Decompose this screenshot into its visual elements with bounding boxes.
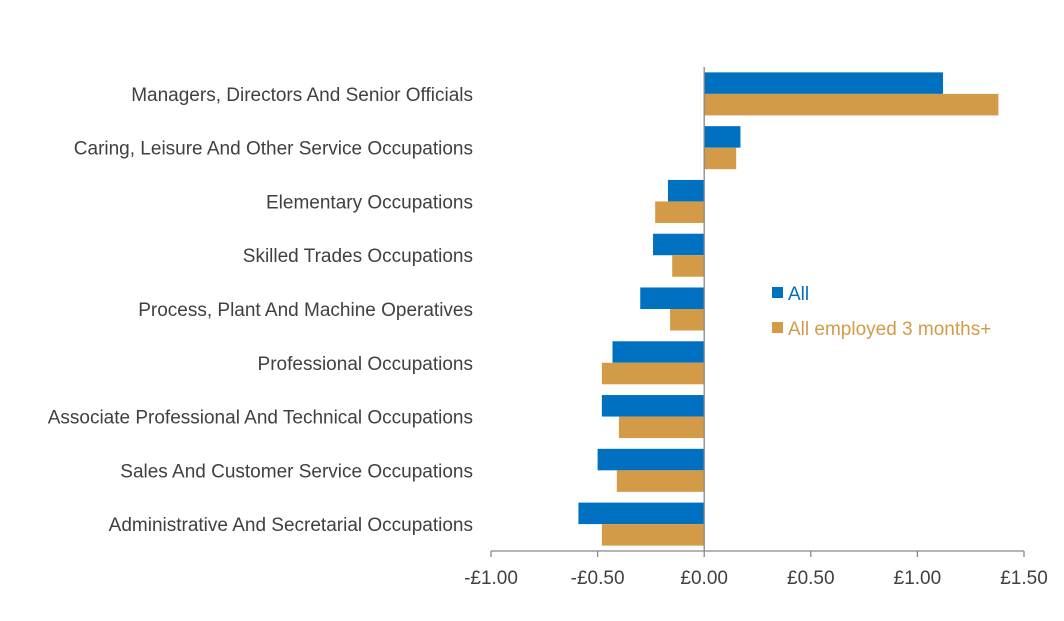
bar-all-8 (578, 502, 705, 525)
category-label: Elementary Occupations (266, 192, 473, 213)
bar-employed-3-months-5 (601, 362, 705, 385)
bar-all-0 (704, 72, 943, 94)
category-label: Associate Professional And Technical Occ… (48, 408, 473, 429)
bar-all-5 (612, 341, 705, 363)
category-label: Sales And Customer Service Occupations (120, 461, 473, 482)
legend-swatch-all (772, 287, 783, 298)
bar-employed-3-months-0 (704, 93, 999, 116)
category-label: Caring, Leisure And Other Service Occupa… (74, 139, 473, 160)
category-label: Process, Plant And Machine Operatives (138, 300, 473, 321)
bar-all-7 (597, 448, 705, 471)
bar-all-2 (667, 179, 705, 202)
bar-employed-3-months-3 (672, 255, 705, 277)
bar-employed-3-months-4 (670, 309, 705, 331)
x-tick-label: £0.50 (787, 568, 835, 589)
bar-employed-3-months-6 (618, 416, 705, 439)
axes-group: -£1.00 -£0.50 £0.00 £0.50 £1.00 £1.50 (464, 67, 1048, 589)
x-tick-label: -£0.50 (571, 568, 625, 589)
bar-employed-3-months-2 (655, 201, 705, 223)
category-label: Managers, Directors And Senior Officials (131, 85, 473, 106)
legend-swatch-employed-3-months (772, 322, 783, 333)
bar-employed-3-months-7 (616, 470, 705, 492)
category-label: Professional Occupations (258, 354, 473, 375)
bar-all-3 (653, 233, 705, 256)
bar-all-1 (704, 126, 741, 148)
bars-group (578, 72, 999, 546)
x-tick-label: -£1.00 (464, 568, 518, 589)
category-labels: Managers, Directors And Senior Officials… (48, 85, 473, 536)
legend: All All employed 3 months+ (772, 284, 991, 340)
x-tick-label: £0.00 (680, 568, 728, 589)
x-tick-label: £1.50 (1000, 568, 1048, 589)
category-label: Skilled Trades Occupations (243, 246, 473, 267)
bar-all-6 (601, 395, 705, 417)
legend-label: All (788, 284, 809, 305)
bar-employed-3-months-8 (601, 524, 705, 546)
category-label: Administrative And Secretarial Occupatio… (109, 515, 473, 536)
legend-label: All employed 3 months+ (788, 319, 991, 340)
x-tick-label: £1.00 (894, 568, 942, 589)
bar-employed-3-months-1 (704, 147, 737, 170)
bar-all-4 (640, 287, 705, 309)
